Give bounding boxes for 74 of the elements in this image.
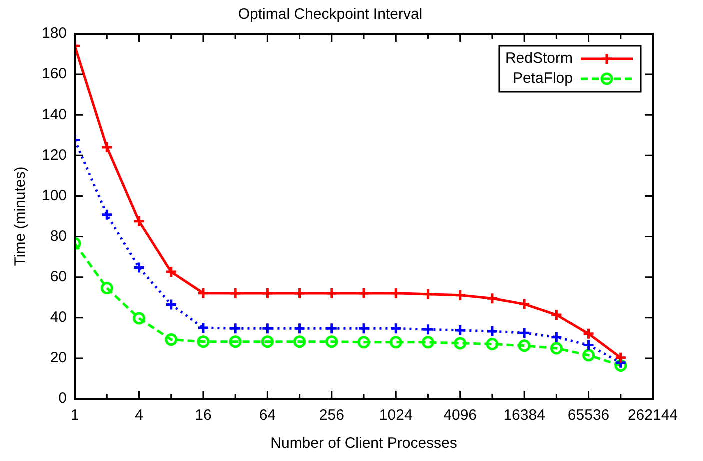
- point: [358, 287, 370, 300]
- y-tick-label: 20: [50, 350, 68, 367]
- point: [132, 215, 146, 228]
- point: [582, 339, 596, 352]
- point: [197, 287, 210, 300]
- chart-title: Optimal Checkpoint Interval: [238, 6, 423, 24]
- x-tick-label: 256: [319, 407, 344, 424]
- x-tick-label: 4: [135, 407, 144, 424]
- point: [165, 298, 178, 311]
- point: [100, 208, 114, 222]
- y-tick-label: 120: [42, 146, 68, 164]
- point: [229, 336, 242, 348]
- point: [132, 312, 146, 325]
- point: [486, 292, 499, 305]
- point: [165, 266, 178, 278]
- point: [100, 282, 114, 295]
- point: [518, 340, 531, 352]
- legend-label: PetaFlop: [512, 70, 573, 88]
- point: [550, 331, 563, 344]
- point: [229, 322, 242, 335]
- point: [454, 289, 467, 302]
- point: [550, 308, 563, 322]
- point: [422, 336, 434, 349]
- point: [550, 342, 563, 355]
- point: [100, 141, 114, 154]
- point: [165, 334, 178, 346]
- point: [390, 336, 402, 349]
- y-axis-title: Time (minutes): [12, 166, 30, 266]
- point: [454, 337, 467, 350]
- point: [518, 326, 531, 340]
- y-tick-label: 80: [50, 228, 68, 245]
- point: [390, 287, 402, 300]
- point: [390, 322, 402, 335]
- point: [422, 323, 434, 336]
- y-tick-label: 0: [58, 390, 68, 408]
- point: [582, 328, 596, 340]
- point: [197, 336, 210, 348]
- legend-label: RedStorm: [505, 50, 573, 68]
- point: [518, 298, 531, 311]
- y-tick-label: 160: [42, 66, 68, 83]
- x-tick-label: 1: [70, 407, 80, 424]
- point: [294, 336, 306, 348]
- x-tick-label: 16: [195, 407, 212, 424]
- point: [326, 322, 338, 335]
- point: [358, 336, 370, 349]
- x-tick-label: 262144: [628, 407, 678, 424]
- x-tick-label: 4096: [444, 407, 478, 424]
- point: [261, 287, 274, 300]
- y-tick-label: 140: [42, 106, 68, 124]
- y-tick-label: 60: [50, 268, 68, 286]
- y-tick-label: 40: [50, 309, 68, 326]
- point: [486, 325, 499, 338]
- point: [229, 287, 242, 300]
- point: [582, 349, 596, 362]
- point: [358, 322, 370, 335]
- x-tick-label: 65536: [568, 407, 610, 424]
- x-tick-label: 1024: [379, 407, 413, 424]
- y-tick-label: 180: [42, 25, 68, 42]
- point: [197, 322, 210, 334]
- point: [132, 262, 146, 274]
- point: [261, 322, 274, 335]
- point: [326, 336, 338, 348]
- x-tick-label: 64: [259, 407, 276, 424]
- point: [326, 287, 338, 300]
- point: [486, 338, 499, 350]
- point: [454, 324, 467, 337]
- point: [614, 352, 628, 364]
- x-tick-label: 16384: [504, 407, 546, 424]
- x-axis-title: Number of Client Processes: [270, 435, 458, 452]
- y-tick-label: 100: [42, 187, 68, 204]
- point: [422, 288, 434, 301]
- point: [294, 287, 306, 300]
- point: [261, 336, 274, 348]
- point: [294, 322, 306, 335]
